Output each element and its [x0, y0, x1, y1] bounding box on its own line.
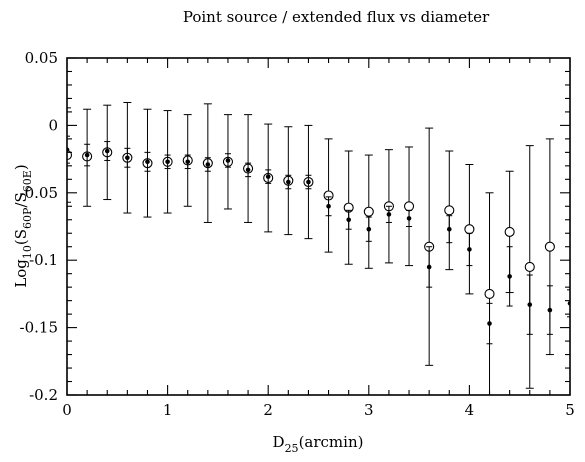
data-point-filled: [487, 321, 492, 326]
axis-ticks: [66, 57, 571, 396]
y-axis-label-sub3: 60E: [21, 170, 34, 192]
data-point-filled: [527, 302, 533, 307]
x-axis-label: D25(arcmin): [273, 433, 364, 455]
x-tick-label: 5: [565, 401, 575, 419]
y-axis-label-sub2: 60P: [21, 207, 34, 229]
plot-frame: [66, 57, 571, 396]
y-tick-label: 0.05: [25, 49, 58, 67]
data-point-open: [524, 261, 535, 272]
data-point-filled: [426, 264, 432, 270]
data-point-filled: [104, 148, 110, 154]
y-tick-label: -0.15: [20, 319, 58, 337]
axis-tick-labels: 0 1 2 3 4 5 0.05 0 -0.05 -0.1 -0.15 -0.2: [20, 49, 575, 419]
data-point-open: [484, 288, 495, 299]
plot-marks: [67, 101, 570, 395]
data-point-filled: [346, 217, 351, 223]
data-point-filled: [306, 179, 311, 185]
data-point-filled: [245, 167, 251, 173]
data-point-filled: [225, 158, 231, 163]
x-axis-label-rest: (arcmin): [299, 433, 364, 451]
data-point-filled: [366, 226, 372, 232]
y-axis-label-sub1: 10: [21, 245, 34, 259]
data-point-open: [464, 224, 475, 235]
y-tick-label: 0: [48, 116, 58, 134]
data-point-open: [444, 205, 455, 216]
y-tick-label: -0.2: [29, 386, 58, 404]
data-point-filled: [406, 216, 412, 221]
data-point-filled: [446, 226, 452, 232]
x-tick-label: 2: [263, 401, 273, 419]
data-point-filled: [507, 274, 512, 279]
data-point-filled: [84, 152, 90, 158]
data-point-filled: [265, 174, 271, 179]
x-tick-label: 4: [465, 401, 475, 419]
data-point-filled: [185, 159, 191, 165]
data-point-filled: [205, 162, 211, 167]
x-axis-label-base: D: [273, 433, 285, 451]
y-axis-label-mid1: (S: [12, 229, 30, 245]
x-tick-label: 1: [163, 401, 173, 419]
data-point-open: [403, 201, 415, 212]
x-tick-label: 3: [364, 401, 374, 419]
series-open-circles: [67, 101, 555, 395]
data-point-filled: [326, 203, 331, 209]
data-point-filled: [547, 307, 553, 313]
data-point-open: [544, 241, 555, 252]
y-axis-label-post: ): [12, 164, 30, 170]
series-filled-dots: [67, 135, 570, 345]
y-axis-label-mid2: /S: [12, 192, 30, 207]
data-point-filled: [145, 159, 150, 165]
y-tick-label: -0.05: [20, 184, 58, 202]
chart-title: Point source / extended flux vs diameter: [183, 8, 490, 26]
data-point-filled: [467, 247, 472, 252]
x-tick-label: 0: [62, 401, 72, 419]
data-point-filled: [125, 155, 130, 161]
data-point-open: [363, 206, 374, 217]
data-point-filled: [286, 179, 291, 185]
y-tick-label: -0.1: [29, 251, 58, 269]
y-axis-label-pre: Log: [12, 259, 30, 288]
x-axis-label-sub: 25: [285, 442, 299, 455]
y-axis-label: Log10(S60P/S60E): [12, 164, 34, 287]
data-point-open: [504, 226, 515, 237]
data-point-filled: [165, 159, 170, 165]
data-point-filled: [386, 212, 392, 217]
